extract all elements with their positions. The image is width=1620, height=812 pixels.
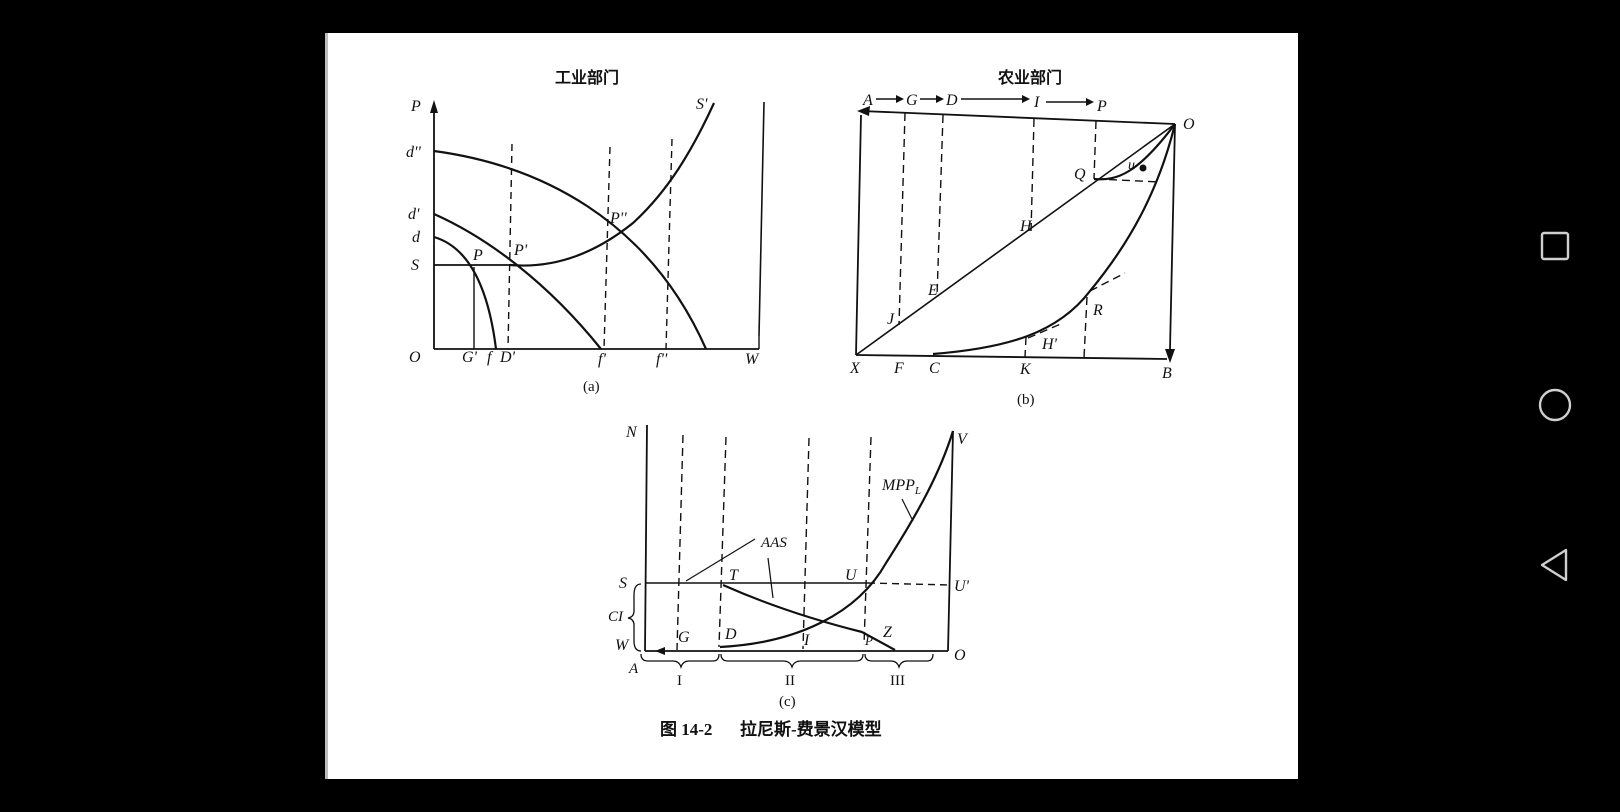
label-s-prime: S' <box>696 96 708 113</box>
figure-number: 图 14-2 <box>660 720 712 739</box>
label-o: O <box>1183 116 1195 133</box>
panel-a-labels: 工业部门 P S' d'' d' d S P P' P'' O G' f D' … <box>406 68 760 395</box>
w-axis-arrow-icon <box>655 647 665 655</box>
label-i: I <box>803 632 810 649</box>
label-w: W <box>615 637 630 654</box>
label-x: X <box>849 360 861 377</box>
label-p: P <box>1096 98 1107 115</box>
panel-a-title: 工业部门 <box>555 68 619 87</box>
label-f-prime: f' <box>598 351 606 368</box>
label-g: G <box>906 92 918 109</box>
panel-c <box>627 424 955 670</box>
label-point-p: P <box>472 247 483 264</box>
label-z: Z <box>883 624 893 641</box>
back-triangle-icon <box>1540 548 1568 582</box>
label-n: N <box>625 424 638 441</box>
label-j: J <box>887 311 895 328</box>
home-circle-icon <box>1538 388 1572 422</box>
label-g: G <box>678 629 690 646</box>
label-d: D <box>945 92 958 109</box>
label-b: B <box>1162 365 1172 382</box>
label-h-prime: H' <box>1041 336 1058 353</box>
label-o: O <box>954 647 966 664</box>
label-d: d <box>412 229 421 246</box>
label-u: U <box>845 567 858 584</box>
label-mpp: MPPL <box>881 477 921 497</box>
label-r: R <box>1092 302 1103 319</box>
figure-caption: 图 14-2 拉尼斯-费景汉模型 <box>660 719 882 739</box>
panel-b-caption: (b) <box>1017 392 1035 408</box>
label-e: E <box>927 282 938 299</box>
label-f: F <box>893 360 904 377</box>
ranis-fei-figure: 工业部门 P S' d'' d' d S P P' P'' O G' f D' … <box>406 68 1195 739</box>
label-point-p-prime: P' <box>513 242 528 259</box>
navigation-bar <box>1490 0 1620 812</box>
label-d: D <box>724 626 737 643</box>
panel-b-labels: 农业部门 A G D I P O Q u H E J R H' X F C K … <box>849 68 1195 408</box>
document-viewer: 工业部门 P S' d'' d' d S P P' P'' O G' f D' … <box>325 33 1298 779</box>
label-v: V <box>957 431 969 448</box>
b-axis-arrow-icon <box>1165 349 1175 363</box>
label-k: K <box>1019 361 1032 378</box>
label-origin-o: O <box>409 349 421 366</box>
label-s: S <box>411 257 419 274</box>
label-p-axis: P <box>410 98 421 115</box>
label-h: H <box>1019 218 1033 235</box>
label-i: I <box>1033 94 1040 111</box>
label-d-prime: d' <box>408 206 420 223</box>
panel-b-title: 农业部门 <box>997 68 1062 87</box>
panel-a <box>430 100 765 350</box>
range-label-3: III <box>890 673 905 689</box>
recents-button[interactable] <box>1525 216 1585 276</box>
point-u <box>1139 164 1147 172</box>
label-d-prime-axis: D' <box>499 349 516 366</box>
label-w-axis: W <box>745 351 760 368</box>
recents-square-icon <box>1540 231 1570 261</box>
label-f: f <box>487 349 494 366</box>
panel-c-labels: N V MPPL AAS S T U U' CI W G D I P Z O A… <box>608 424 970 710</box>
label-s: S <box>619 575 627 592</box>
label-d-dprime: d'' <box>406 144 421 161</box>
label-f-dprime: f'' <box>656 351 668 368</box>
label-q: Q <box>1074 166 1086 183</box>
label-t: T <box>729 567 739 584</box>
top-axis-arrow-icon <box>857 106 870 116</box>
label-c: C <box>929 360 940 377</box>
label-u-prime: U' <box>954 578 970 595</box>
range-label-1: I <box>677 673 682 689</box>
panel-b <box>855 106 1177 363</box>
p-axis-arrow-icon <box>430 100 438 113</box>
label-p: P <box>864 633 873 648</box>
range-label-2: II <box>785 673 795 689</box>
label-aas: AAS <box>760 535 787 551</box>
label-u: u <box>1128 158 1135 173</box>
label-point-p-dprime: P'' <box>609 210 627 227</box>
panel-c-caption: (c) <box>779 694 796 710</box>
home-button[interactable] <box>1525 375 1585 435</box>
back-button[interactable] <box>1525 535 1585 595</box>
document-page: 工业部门 P S' d'' d' d S P P' P'' O G' f D' … <box>325 33 1298 779</box>
figure-title: 拉尼斯-费景汉模型 <box>740 719 882 739</box>
panel-a-caption: (a) <box>583 379 600 395</box>
label-a: A <box>628 661 639 677</box>
label-g-prime: G' <box>462 349 478 366</box>
label-ci: CI <box>608 609 624 625</box>
panel-b-arrows <box>876 95 1094 106</box>
label-a: A <box>862 92 873 109</box>
